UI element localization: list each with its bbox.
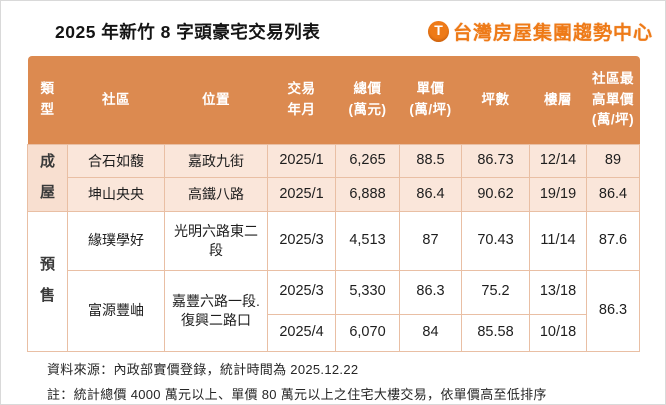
ping-cell: 90.62 [461,177,530,212]
community-cell: 緣璞學好 [67,210,165,271]
community-cell: 坤山央央 [67,177,165,212]
col-header-floor: 樓層 [529,56,587,145]
table-row: 坤山央央 高鐵八路 2025/1 6,888 86.4 90.62 19/19 … [28,177,640,212]
date-cell: 2025/1 [267,177,336,212]
unit-price-cell: 86.4 [399,177,462,212]
taiwan-housing-logo-icon: T [427,20,449,42]
col-header-total-price: 總價 (萬元) [335,56,400,145]
col-header-ping: 坪數 [461,56,530,145]
table-row: 成屋 合石如馥 嘉政九街 2025/1 6,265 88.5 86.73 12/… [27,143,640,212]
total-price-cell: 4,513 [335,210,400,271]
brand-logo: T 台灣房屋集團趨勢中心 [427,18,653,45]
unit-price-cell: 88.5 [399,143,462,179]
col-header-date: 交易 年月 [267,56,336,145]
total-price-cell: 6,070 [335,313,400,352]
table-row: 富源豐岫 嘉豐六路一段.復興二路口 2025/3 5,330 86.3 75.2… [28,269,640,352]
ping-cell: 86.73 [461,143,530,179]
table-footer: 資料來源：內政部實價登錄，統計時間為 2025.12.22 註：統計總價 400… [47,361,653,405]
floor-cell: 11/14 [529,210,587,271]
ping-cell: 75.2 [461,269,530,315]
page-title: 2025 年新竹 8 字頭豪宅交易列表 [55,21,321,42]
col-header-community: 社區 [67,56,165,145]
unit-price-cell: 86.3 [399,269,462,315]
page-header: 2025 年新竹 8 字頭豪宅交易列表 T 台灣房屋集團趨勢中心 [1,1,665,54]
unit-price-cell: 84 [399,313,462,352]
total-price-cell: 6,888 [335,177,400,212]
floor-cell: 13/18 [529,269,587,315]
date-cell: 2025/3 [267,210,336,271]
type-cell-completed: 成屋 [27,144,68,212]
community-cell: 合石如馥 [67,143,165,179]
data-source-note: 資料來源：內政部實價登錄，統計時間為 2025.12.22 [47,361,359,377]
max-unit-price-cell: 89 [586,143,640,179]
col-header-unit-price: 單價 (萬/坪) [399,56,462,145]
statistics-note: 註：統計總價 4000 萬元以上、單價 80 萬元以上之住宅大樓交易，依單價高至… [47,387,547,403]
type-cell-presale: 預售 [27,210,68,352]
table-row: 2025/4 6,070 84 85.58 10/18 [28,313,640,352]
date-cell: 2025/4 [267,313,336,352]
brand-logo-text: 台灣房屋集團趨勢中心 [452,22,653,44]
location-cell: 光明六路東二段 [164,210,268,271]
location-cell: 高鐵八路 [164,177,268,212]
ping-cell: 70.43 [461,210,530,271]
community-cell: 富源豐岫 [67,269,165,352]
location-cell: 嘉豐六路一段.復興二路口 [164,269,268,352]
total-price-cell: 6,265 [335,143,400,179]
floor-cell: 10/18 [529,313,587,352]
transactions-table: 類型 社區 位置 交易 年月 總價 (萬元) 單價 (萬/坪) 坪數 樓層 社區最 高單… [27,56,640,352]
table-row: 預售 緣璞學好 光明六路東二段 2025/3 4,513 87 70.43 11… [27,210,640,352]
ping-cell: 85.58 [461,313,530,352]
max-unit-price-cell: 86.4 [586,177,640,212]
col-header-max-unit-price: 社區最 高單價 (萬/坪) [586,56,640,145]
col-header-type: 類型 [27,56,68,145]
logo-t-glyph: T [434,22,443,38]
date-cell: 2025/3 [267,269,336,315]
location-cell: 嘉政九街 [164,143,268,179]
floor-cell: 12/14 [529,143,587,179]
floor-cell: 19/19 [529,177,587,212]
total-price-cell: 5,330 [335,269,400,315]
unit-price-cell: 87 [399,210,462,271]
date-cell: 2025/1 [267,143,336,179]
table-header-row: 類型 社區 位置 交易 年月 總價 (萬元) 單價 (萬/坪) 坪數 樓層 社區最 高單… [27,56,640,145]
col-header-location: 位置 [164,56,268,145]
max-unit-price-cell: 87.6 [586,210,640,271]
max-unit-price-cell: 86.3 [586,269,640,352]
